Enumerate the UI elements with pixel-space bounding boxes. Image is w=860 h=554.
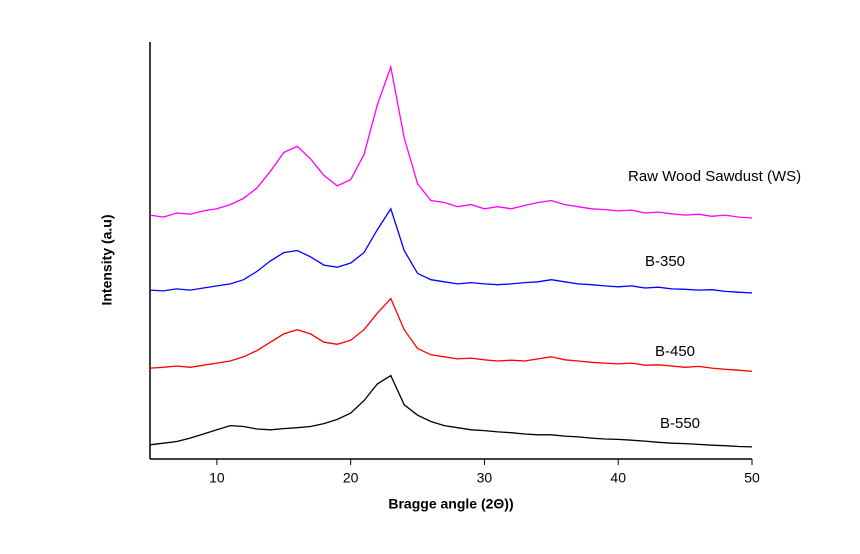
x-tick-label: 50 bbox=[744, 470, 760, 486]
x-tick-label: 10 bbox=[209, 470, 225, 486]
series-line bbox=[149, 374, 753, 448]
x-tick-label: 30 bbox=[477, 470, 493, 486]
series-line bbox=[149, 207, 753, 294]
y-axis-title: Intensity (a.u) bbox=[99, 214, 115, 305]
series-label: Raw Wood Sawdust (WS) bbox=[628, 168, 801, 185]
series-line bbox=[149, 64, 753, 219]
series-label: B-350 bbox=[645, 253, 685, 270]
series-label: B-550 bbox=[660, 415, 700, 432]
series-label: B-450 bbox=[655, 343, 695, 360]
x-tick-label: 40 bbox=[610, 470, 626, 486]
x-axis-title: Bragge angle (2Θ)) bbox=[388, 496, 513, 512]
series-line bbox=[149, 297, 753, 373]
x-tick-label: 20 bbox=[343, 470, 359, 486]
